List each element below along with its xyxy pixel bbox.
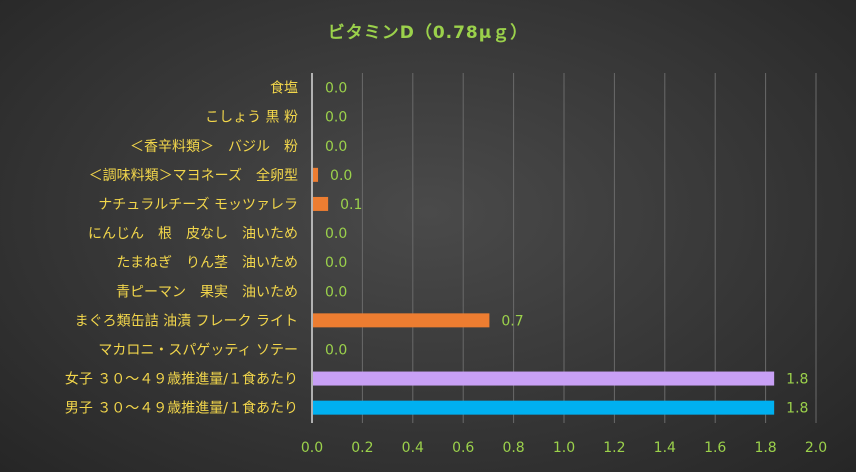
category-label: まぐろ類缶詰 油漬 フレーク ライト	[75, 313, 298, 329]
category-label: たまねぎ りん茎 油いため	[116, 255, 298, 271]
bar	[313, 400, 775, 415]
data-label: 0.0	[325, 139, 347, 155]
category-label: 青ピーマン 果実 油いため	[116, 284, 298, 300]
category-label: ナチュラルチーズ モッツァレラ	[98, 197, 298, 213]
data-label: 0.7	[501, 313, 523, 329]
x-tick-label: 1.8	[754, 440, 776, 456]
category-label: 男子 ３０～４９歳推進量/１食あたり	[65, 400, 298, 417]
category-label: マカロニ・スパゲッティ ソテー	[98, 342, 298, 358]
data-label: 0.1	[340, 197, 362, 213]
data-label: 0.0	[325, 110, 347, 126]
x-tick-label: 1.0	[553, 440, 575, 456]
category-label: 女子 ３０～４９歳推進量/１食あたり	[65, 371, 298, 388]
x-tick-label: 0.2	[351, 440, 373, 456]
category-label: にんじん 根 皮なし 油いため	[88, 226, 298, 242]
bar	[313, 196, 329, 211]
data-label: 1.8	[786, 372, 808, 388]
chart-title: ビタミンD（0.78μｇ）	[327, 23, 529, 43]
x-tick-label: 0.4	[402, 440, 424, 456]
x-tick-label: 0.0	[301, 440, 323, 456]
bar	[313, 371, 775, 386]
data-label: 0.0	[325, 284, 347, 300]
x-tick-label: 1.4	[654, 440, 676, 456]
data-label: 0.0	[330, 168, 352, 184]
x-tick-label: 2.0	[805, 440, 827, 456]
x-tick-label: 0.6	[452, 440, 474, 456]
category-label: ＜香辛料類＞ バジル 粉	[130, 139, 298, 155]
data-label: 0.0	[325, 342, 347, 358]
data-label: 1.8	[786, 401, 808, 417]
category-label: こしょう 黒 粉	[205, 110, 298, 126]
x-tick-label: 1.2	[603, 440, 625, 456]
data-label: 0.0	[325, 255, 347, 271]
data-label: 0.0	[325, 226, 347, 242]
data-label: 0.0	[325, 81, 347, 97]
bar	[313, 313, 490, 328]
x-tick-label: 0.8	[502, 440, 524, 456]
category-label: 食塩	[270, 80, 298, 97]
x-tick-label: 1.6	[704, 440, 726, 456]
bar	[313, 167, 319, 182]
category-label: ＜調味料類＞マヨネーズ 全卵型	[89, 167, 298, 184]
